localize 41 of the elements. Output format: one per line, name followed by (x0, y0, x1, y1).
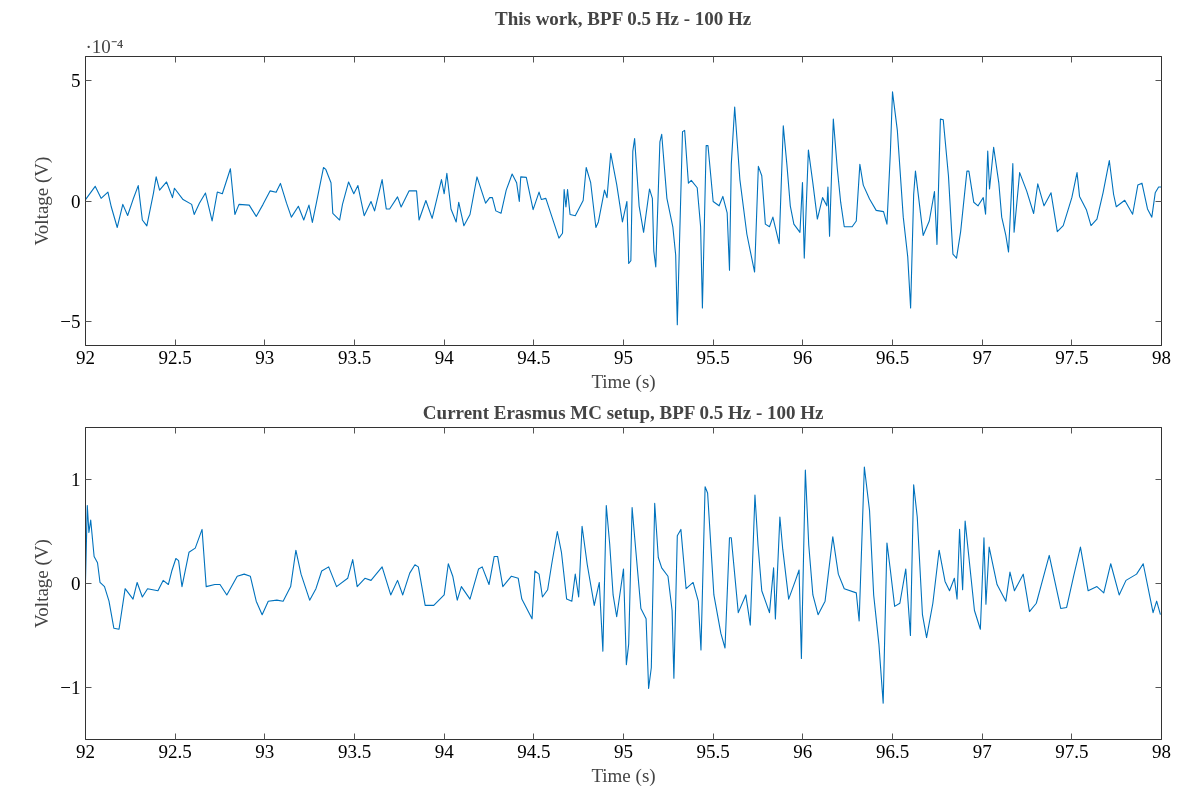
x-tick-label: 93.5 (337, 740, 372, 762)
x-tick-label: 95.5 (696, 346, 730, 368)
x-tick-label: 94.5 (517, 346, 551, 368)
x-tick-label: 98 (1152, 346, 1171, 368)
x-tick-label: 92 (76, 346, 95, 368)
chart-title: Current Erasmus MC setup, BPF 0.5 Hz - 100 Hz (422, 401, 824, 423)
x-tick-label: 96.5 (875, 346, 910, 368)
x-tick-label: 97 (972, 346, 992, 368)
x-tick-label: 94 (434, 740, 455, 762)
y-axis-title: Voltage (V) (31, 156, 54, 246)
x-tick-label: 96 (793, 346, 813, 368)
y-tick-label: 1 (71, 469, 81, 490)
x-tick-label: 96 (793, 740, 813, 762)
x-axis-title: Time (s) (591, 370, 656, 393)
x-tick-label: 93.5 (337, 346, 372, 368)
x-tick-label: 95 (614, 740, 633, 762)
y-axis-title: Voltage (V) (31, 539, 54, 628)
x-tick-label: 95 (614, 346, 633, 368)
x-tick-label: 94 (434, 346, 455, 368)
y-tick-label: −1 (60, 677, 81, 698)
x-tick-label: 92 (76, 740, 95, 762)
line-series (85, 466, 1161, 704)
x-tick-label: 93 (255, 740, 275, 762)
x-tick-label: 97.5 (1055, 740, 1089, 762)
x-tick-label: 96.5 (875, 740, 910, 762)
x-tick-label: 94.5 (517, 740, 551, 762)
y-tick-label: −5 (60, 310, 81, 332)
y-tick-label: 5 (71, 70, 81, 92)
line-series (85, 91, 1162, 326)
x-tick-label: 92.5 (158, 740, 192, 762)
x-tick-label: 97.5 (1055, 346, 1089, 368)
x-tick-label: 92.5 (158, 346, 192, 368)
chart-title: This work, BPF 0.5 Hz - 100 Hz (494, 7, 752, 29)
x-axis-title: Time (s) (591, 764, 656, 787)
x-tick-label: 97 (972, 740, 992, 762)
x-tick-label: 93 (255, 346, 275, 368)
y-tick-label: 0 (71, 190, 81, 212)
text: ·10⁻⁴ (85, 35, 124, 57)
x-tick-label: 95.5 (696, 740, 730, 762)
x-tick-label: 98 (1152, 740, 1171, 762)
y-tick-label: 0 (71, 573, 81, 594)
